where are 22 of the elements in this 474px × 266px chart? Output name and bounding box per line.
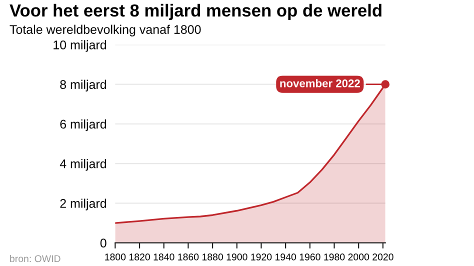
text: bron: OWID (10, 254, 60, 262)
y-tick-label: 6 miljard (60, 119, 106, 132)
x-tick-label: 2020 (372, 254, 394, 260)
y-tick-label: 10 miljard (54, 40, 106, 52)
chart-subtitle: Totale wereldbevolking vanaf 1800 (10, 24, 201, 36)
x-tick-label: 2000 (348, 254, 370, 260)
y-tick-label: 0 (100, 238, 106, 248)
x-tick-label: 1920 (251, 254, 272, 260)
y-tick-label: 8 miljard (60, 80, 106, 92)
x-tick-label: 1800 (105, 254, 126, 260)
x-tick-label: 1820 (129, 254, 150, 260)
y-tick-label: 2 miljard (60, 198, 106, 210)
annotation: november 2022 (280, 79, 360, 88)
x-tick-label: 1960 (300, 254, 320, 260)
x-tick-label: 1880 (202, 254, 223, 260)
chart-title: Voor het eerst 8 miljard mensen op de wereld (10, 4, 382, 20)
x-tick-label: 1900 (226, 254, 248, 260)
x-tick-label: 1940 (275, 254, 296, 260)
y-tick-label: 4 miljard (60, 159, 106, 171)
x-tick-label: 1840 (154, 254, 174, 260)
x-tick-label: 1980 (324, 254, 345, 260)
x-tick-label: 1860 (178, 254, 199, 260)
